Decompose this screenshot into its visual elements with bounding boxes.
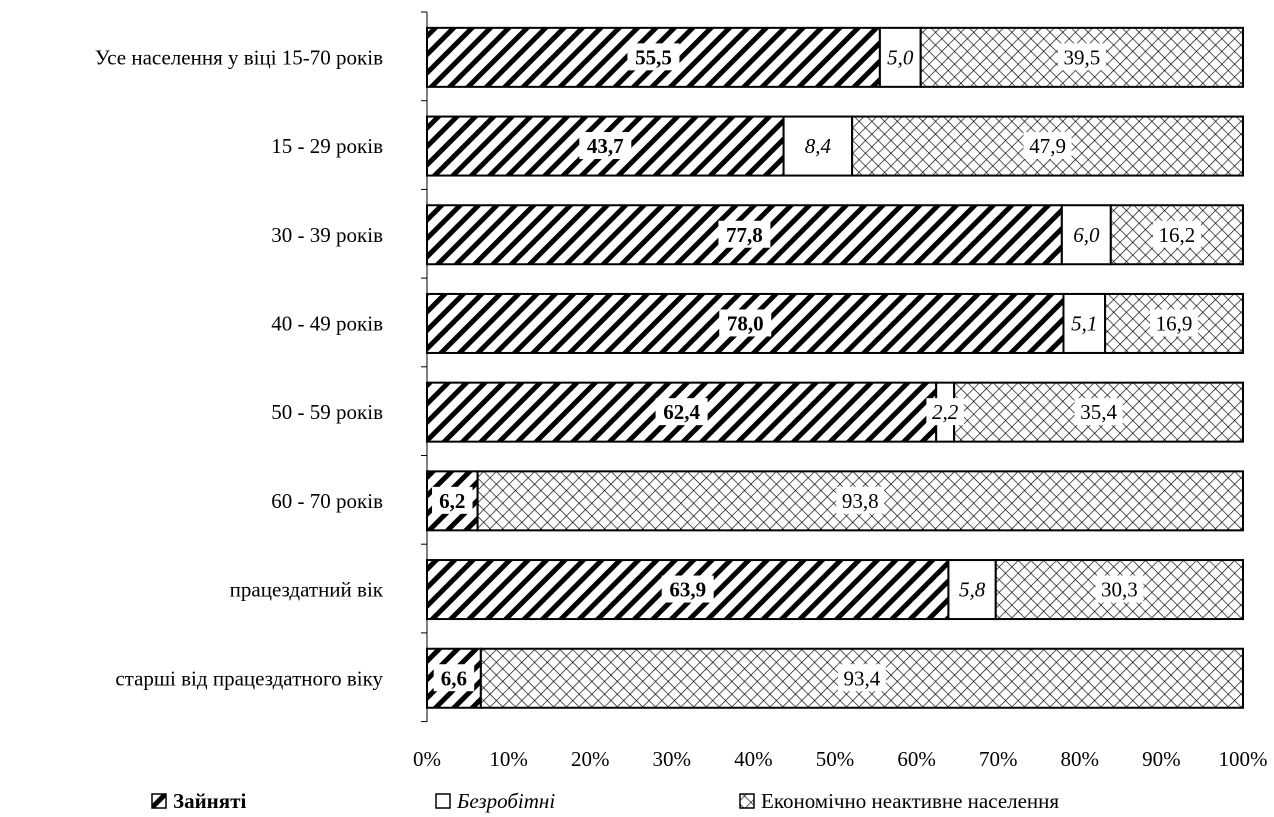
data-label-background: [579, 132, 632, 160]
data-label-employed: 62,4: [663, 400, 700, 424]
x-tick-label: 100%: [1219, 747, 1268, 771]
data-label-background: [837, 664, 886, 692]
legend-swatch-employed: [151, 793, 167, 809]
legend-label-employed: Зайняті: [173, 789, 246, 813]
x-tick-label: 80%: [1061, 747, 1100, 771]
category-label: 60 - 70 років: [271, 489, 383, 513]
legend-swatch-unemployed: [435, 793, 451, 809]
data-label-employed: 55,5: [635, 45, 672, 69]
category-label: старші від працездатного віку: [115, 666, 383, 690]
data-label-background: [1065, 309, 1104, 337]
data-label-background: [881, 43, 920, 71]
data-label-employed: 63,9: [669, 578, 706, 602]
data-label-employed: 6,6: [441, 666, 467, 690]
category-label: 40 - 49 років: [271, 311, 383, 335]
data-label-background: [655, 398, 708, 426]
data-label-background: [432, 486, 473, 514]
x-tick-label: 90%: [1142, 747, 1181, 771]
data-label-background: [799, 132, 837, 160]
data-label-unemployed: 5,1: [1071, 311, 1097, 335]
x-tick-label: 50%: [816, 747, 855, 771]
x-tick-label: 30%: [653, 747, 692, 771]
data-label-background: [1150, 309, 1199, 337]
x-tick-label: 20%: [571, 747, 610, 771]
data-label-unemployed: 8,4: [805, 134, 832, 158]
data-label-inactive: 30,3: [1101, 578, 1138, 602]
data-label-inactive: 93,4: [844, 666, 881, 690]
bar-segment-employed: [426, 292, 1065, 354]
category-label: 30 - 39 років: [271, 223, 383, 247]
data-label-background: [627, 43, 680, 71]
data-label-background: [1023, 132, 1072, 160]
category-label: 50 - 59 років: [271, 400, 383, 424]
x-tick-label: 40%: [734, 747, 773, 771]
x-tick-label: 60%: [897, 747, 936, 771]
data-label-background: [926, 398, 964, 426]
data-label-inactive: 93,8: [842, 489, 879, 513]
data-label-background: [1067, 220, 1106, 248]
data-label-inactive: 35,4: [1080, 400, 1117, 424]
category-label: 15 - 29 років: [271, 134, 383, 158]
x-tick-label: 10%: [489, 747, 528, 771]
data-label-employed: 78,0: [727, 311, 764, 335]
data-label-background: [1074, 398, 1123, 426]
data-label-employed: 6,2: [439, 489, 465, 513]
x-tick-label: 0%: [413, 747, 441, 771]
data-label-background: [1057, 43, 1106, 71]
data-label-background: [718, 220, 771, 248]
data-label-background: [719, 309, 772, 337]
legend-label-inactive: Економічно неактивне населення: [761, 789, 1059, 813]
bar-segment-unemployed: [782, 115, 854, 177]
data-label-background: [661, 575, 714, 603]
category-label: Усе населення у віці 15-70 років: [95, 45, 383, 69]
data-label-unemployed: 5,8: [959, 578, 986, 602]
data-label-unemployed: 6,0: [1073, 223, 1100, 247]
data-label-unemployed: 2,2: [932, 400, 959, 424]
data-label-inactive: 39,5: [1063, 45, 1100, 69]
data-label-background: [836, 486, 885, 514]
data-label-background: [1152, 220, 1201, 248]
category-label: працездатний вік: [230, 578, 384, 602]
data-label-employed: 77,8: [726, 223, 763, 247]
data-label-inactive: 16,2: [1159, 223, 1196, 247]
data-label-unemployed: 5,0: [887, 45, 914, 69]
data-label-background: [1095, 575, 1144, 603]
data-label-background: [433, 664, 475, 692]
data-label-inactive: 16,9: [1156, 311, 1193, 335]
data-label-background: [953, 575, 991, 603]
x-tick-label: 70%: [979, 747, 1018, 771]
legend-label-unemployed: Безробітні: [456, 789, 555, 813]
legend-swatch-inactive: [739, 793, 755, 809]
data-label-employed: 43,7: [587, 134, 624, 158]
data-label-inactive: 47,9: [1029, 134, 1066, 158]
